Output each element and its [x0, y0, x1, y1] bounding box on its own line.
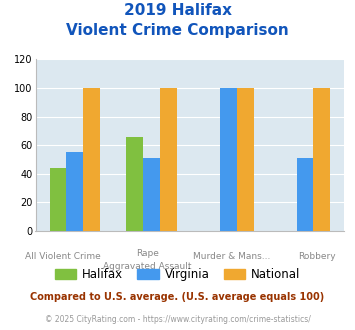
Text: Rape: Rape — [136, 249, 159, 258]
Legend: Halifax, Virginia, National: Halifax, Virginia, National — [50, 263, 305, 286]
Bar — [83, 88, 100, 231]
Bar — [220, 88, 237, 231]
Text: 2019 Halifax: 2019 Halifax — [124, 3, 231, 18]
Bar — [66, 152, 83, 231]
Text: Murder & Mans...: Murder & Mans... — [193, 252, 271, 261]
Bar — [160, 88, 177, 231]
Text: © 2025 CityRating.com - https://www.cityrating.com/crime-statistics/: © 2025 CityRating.com - https://www.city… — [45, 315, 310, 324]
Bar — [126, 137, 143, 231]
Bar — [143, 158, 160, 231]
Bar — [313, 88, 330, 231]
Bar — [50, 168, 66, 231]
Text: Violent Crime Comparison: Violent Crime Comparison — [66, 23, 289, 38]
Bar — [296, 158, 313, 231]
Text: Compared to U.S. average. (U.S. average equals 100): Compared to U.S. average. (U.S. average … — [31, 292, 324, 302]
Text: All Violent Crime: All Violent Crime — [26, 252, 101, 261]
Text: Robbery: Robbery — [298, 252, 335, 261]
Bar — [237, 88, 253, 231]
Text: Aggravated Assault: Aggravated Assault — [103, 262, 192, 271]
